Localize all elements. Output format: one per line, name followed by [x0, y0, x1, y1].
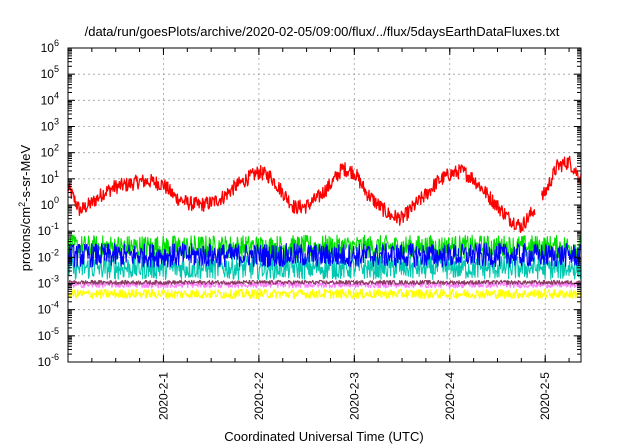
tick-labels: 10610510410310210110010-110-210-310-410-… [38, 38, 553, 420]
y-tick-exponent: -2 [51, 247, 59, 257]
y-tick-exponent: 0 [54, 195, 59, 205]
y-axis-label-base: protons/cm [18, 207, 33, 271]
y-tick-exponent: 4 [54, 90, 59, 100]
y-tick-base: 10 [41, 93, 55, 107]
series-line-6 [67, 279, 582, 286]
y-tick-base: 10 [41, 67, 55, 81]
y-tick-exponent: -1 [51, 221, 59, 231]
y-tick-label: 10-3 [38, 274, 59, 291]
y-tick-label: 103 [41, 117, 59, 134]
series-line-0 [67, 162, 536, 234]
y-tick-label: 10-2 [38, 247, 59, 264]
y-tick-base: 10 [38, 303, 52, 317]
y-tick-exponent: -6 [51, 352, 59, 362]
y-tick-label: 101 [41, 169, 59, 186]
y-tick-label: 10-1 [38, 221, 59, 238]
y-tick-label: 100 [41, 195, 59, 212]
y-tick-base: 10 [38, 224, 52, 238]
y-tick-exponent: 1 [54, 169, 59, 179]
y-tick-base: 10 [41, 120, 55, 134]
series-line-3 [67, 242, 582, 268]
x-axis-label: Coordinated Universal Time (UTC) [224, 429, 423, 444]
y-tick-base: 10 [41, 146, 55, 160]
y-tick-base: 10 [41, 198, 55, 212]
y-tick-base: 10 [38, 355, 52, 369]
grid-lines [68, 48, 581, 362]
y-axis-label-rest: -s-sr-MeV [18, 144, 33, 201]
series-line-0 [541, 155, 582, 201]
y-axis-label: protons/cm2-s-sr-MeV [17, 144, 33, 271]
y-tick-base: 10 [38, 277, 52, 291]
y-tick-exponent: -5 [51, 326, 59, 336]
x-tick-label: 2020-2-1 [156, 372, 170, 420]
y-tick-label: 10-5 [38, 326, 59, 343]
series-line-4 [67, 288, 582, 300]
y-tick-base: 10 [41, 41, 55, 55]
x-tick-label: 2020-2-2 [252, 372, 266, 420]
y-tick-base: 10 [38, 250, 52, 264]
y-tick-base: 10 [41, 172, 55, 186]
y-axis-label-sup: 2 [17, 202, 27, 207]
y-tick-exponent: 2 [54, 143, 59, 153]
plot-frame [67, 47, 582, 363]
x-tick-label: 2020-2-4 [443, 372, 457, 420]
y-tick-label: 105 [41, 64, 59, 81]
x-tick-label: 2020-2-3 [347, 372, 361, 420]
y-tick-exponent: -3 [51, 274, 59, 284]
y-tick-base: 10 [38, 329, 52, 343]
y-tick-label: 104 [41, 90, 59, 107]
chart-title: /data/run/goesPlots/archive/2020-02-05/0… [85, 24, 560, 39]
x-tick-label: 2020-2-5 [538, 372, 552, 420]
y-tick-label: 10-4 [38, 300, 59, 317]
y-tick-exponent: 6 [54, 38, 59, 48]
y-tick-label: 102 [41, 143, 59, 160]
y-tick-exponent: 5 [54, 64, 59, 74]
axis-ticks [68, 47, 581, 363]
y-tick-exponent: -4 [51, 300, 59, 310]
y-tick-label: 10-6 [38, 352, 59, 369]
series-line-2 [67, 255, 582, 281]
series-lines [67, 155, 582, 300]
y-tick-exponent: 3 [54, 117, 59, 127]
y-tick-label: 106 [41, 38, 59, 55]
